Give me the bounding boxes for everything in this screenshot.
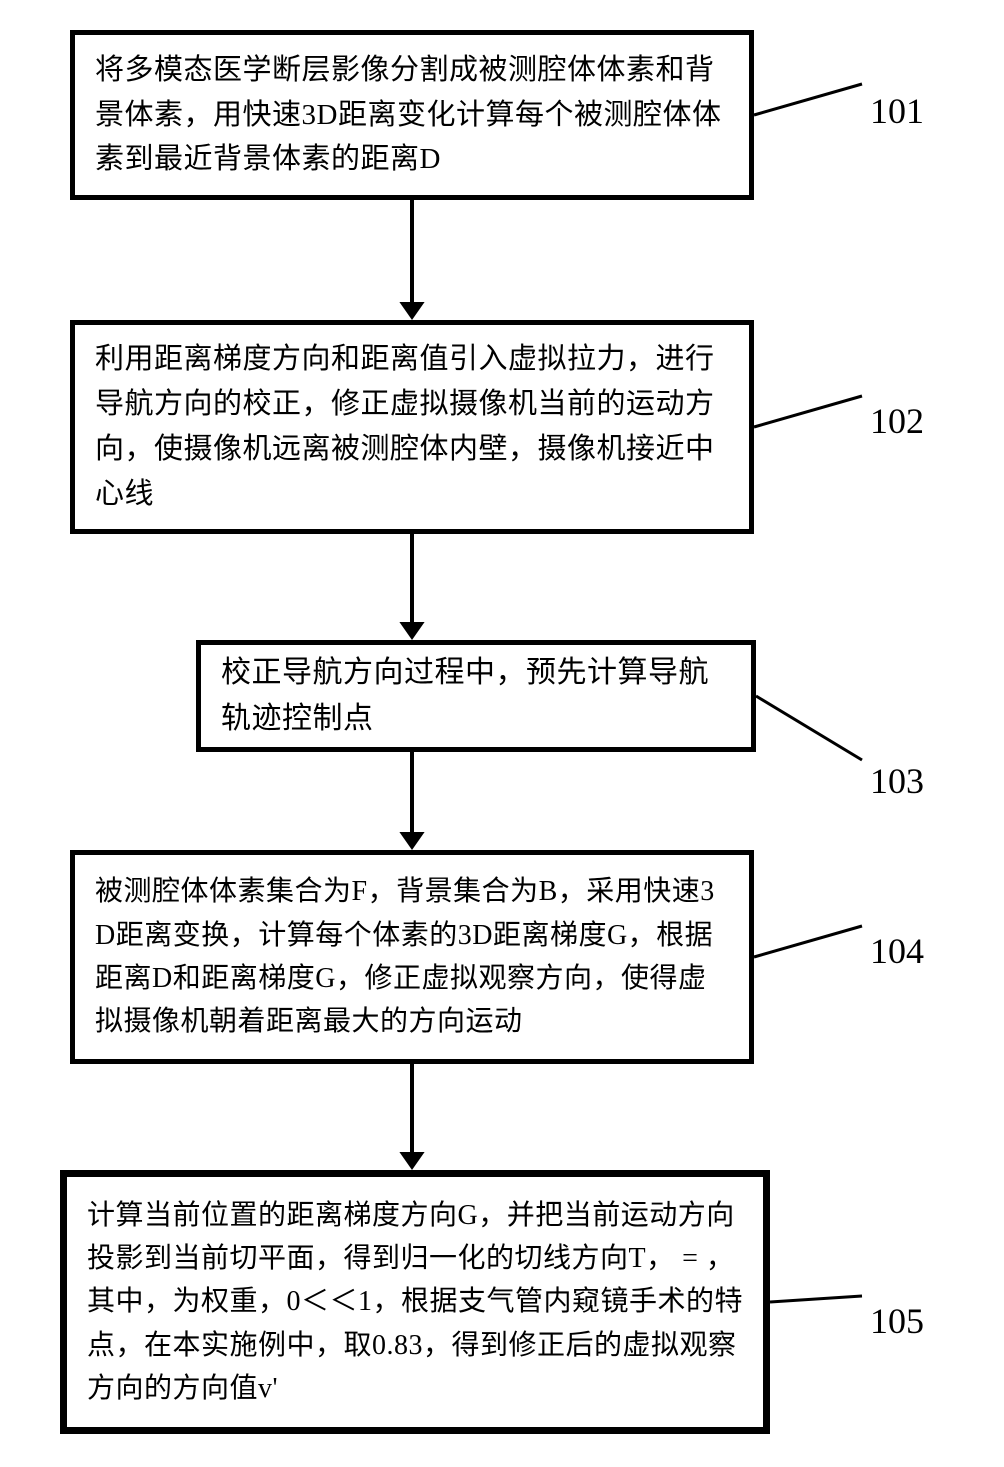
flow-box-103: 校正导航方向过程中，预先计算导航轨迹控制点 xyxy=(196,640,756,752)
flow-box-text: 利用距离梯度方向和距离值引入虚拟拉力，进行导航方向的校正，修正虚拟摄像机当前的运… xyxy=(95,337,729,517)
flow-label-103: 103 xyxy=(870,760,924,802)
flow-label-105: 105 xyxy=(870,1300,924,1342)
flow-box-text: 被测腔体体素集合为F，背景集合为B，采用快速3D距离变换，计算每个体素的3D距离… xyxy=(95,870,729,1044)
flow-box-101: 将多模态医学断层影像分割成被测腔体体素和背景体素，用快速3D距离变化计算每个被测… xyxy=(70,30,754,200)
flow-box-104: 被测腔体体素集合为F，背景集合为B，采用快速3D距离变换，计算每个体素的3D距离… xyxy=(70,850,754,1064)
flow-box-102: 利用距离梯度方向和距离值引入虚拟拉力，进行导航方向的校正，修正虚拟摄像机当前的运… xyxy=(70,320,754,534)
flow-label-101: 101 xyxy=(870,90,924,132)
flow-box-text: 将多模态医学断层影像分割成被测腔体体素和背景体素，用快速3D距离变化计算每个被测… xyxy=(95,48,729,183)
flow-label-102: 102 xyxy=(870,400,924,442)
flow-box-text: 计算当前位置的距离梯度方向G，并把当前运动方向投影到当前切平面，得到归一化的切线… xyxy=(87,1194,743,1411)
flow-box-text: 校正导航方向过程中，预先计算导航轨迹控制点 xyxy=(221,650,731,743)
flowchart-container: 将多模态医学断层影像分割成被测腔体体素和背景体素，用快速3D距离变化计算每个被测… xyxy=(0,0,1004,1467)
flow-label-104: 104 xyxy=(870,930,924,972)
flow-box-105: 计算当前位置的距离梯度方向G，并把当前运动方向投影到当前切平面，得到归一化的切线… xyxy=(60,1170,770,1434)
